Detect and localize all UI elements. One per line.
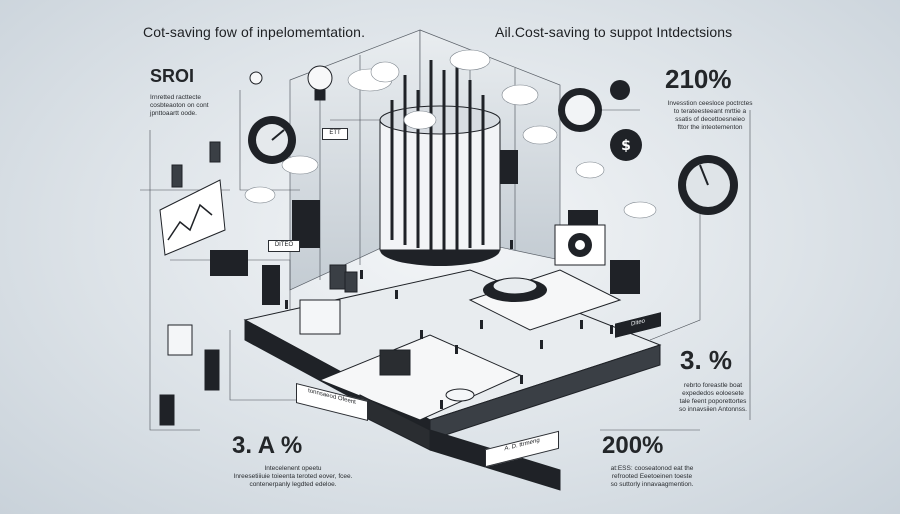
stat-mid-right-text: rebrto foreastle boat expededos eoloeset…	[679, 382, 747, 413]
chart-icon	[159, 179, 226, 256]
small-label-a: DITEO	[268, 240, 300, 252]
gear-icon	[554, 224, 606, 266]
people	[285, 240, 613, 409]
stat-bottom-right-value: 200%	[602, 432, 664, 459]
stat-top-right-text: Invesstion ceesloce poctrctes to teratee…	[667, 100, 753, 131]
right-heading: Ail.Cost-saving to suppot Intdectsions	[495, 24, 733, 40]
left-heading: Cot-saving fow of inpelomemtation.	[143, 24, 366, 40]
stat-bottom-left-text: Intecelenent opeetu Inreesetiiiuie toiee…	[233, 465, 353, 488]
gauge-icon	[248, 116, 296, 164]
svg-text:$: $	[621, 138, 631, 154]
pillar-cylinder	[379, 58, 501, 266]
dollar-coin-icon: $	[558, 80, 642, 161]
small-structures	[159, 299, 411, 426]
coin-stack-icon	[171, 141, 358, 293]
lightbulb-icon	[249, 65, 333, 101]
stat-top-left-value: SROI	[150, 66, 195, 86]
dial-gauge-icon	[678, 155, 738, 215]
cloud-icon	[244, 49, 657, 219]
meeting-table	[445, 388, 475, 402]
target-disc	[483, 277, 547, 302]
stat-top-right-value: 210%	[665, 64, 732, 94]
connector-lines	[140, 90, 751, 431]
stat-top-left-text: Irnretted racttecte cosbteaoton on cont …	[150, 94, 209, 117]
stat-mid-right-value: 3. %	[680, 345, 733, 375]
small-label-b: ETT	[322, 128, 348, 140]
stat-bottom-left-value: 3. A %	[232, 432, 303, 459]
stat-bottom-right-text: at:ESS: cooseatonod eat the refrooted Ee…	[610, 465, 694, 488]
